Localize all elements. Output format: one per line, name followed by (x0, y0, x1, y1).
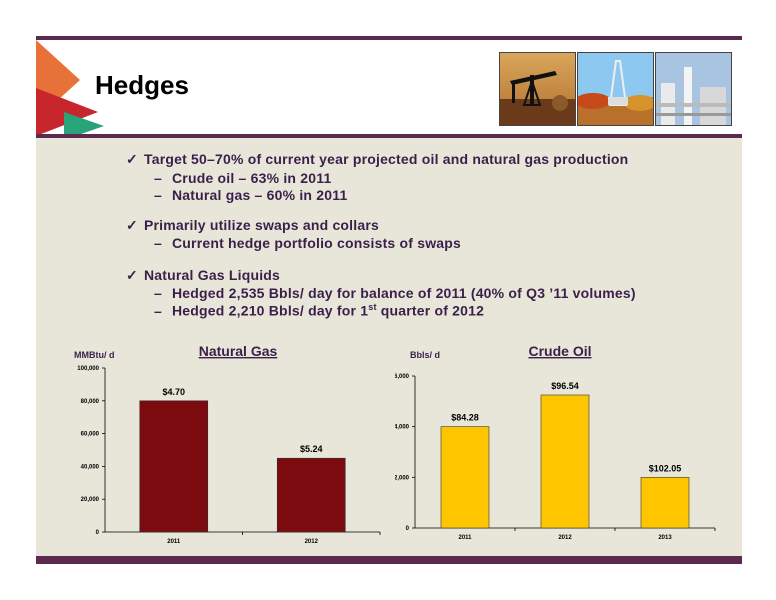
header-bottom-band (36, 134, 742, 138)
superscript: st (368, 302, 377, 312)
sub-bullet-text-end: quarter of 2012 (376, 302, 485, 319)
sub-bullet-portfolio: – Current hedge portfolio consists of swa… (154, 235, 461, 251)
sub-bullet-text: Hedged 2,535 Bbls/ day for balance of 20… (172, 285, 636, 301)
sub-bullet-text: Hedged 2,210 Bbls/ day for 1 (172, 302, 369, 319)
y-axis-unit-label: MMBtu/ d (74, 350, 115, 360)
chart-bar (540, 394, 590, 529)
dash-icon: – (154, 285, 162, 301)
sub-bullet-hedged-2012: – Hedged 2,210 Bbls/ day for 1st quarter … (154, 302, 484, 319)
page-title: Hedges (95, 70, 189, 100)
bullet-text: Target 50–70% of current year projected … (144, 151, 629, 167)
check-icon: ✓ (126, 151, 138, 167)
x-tick-label: 2013 (658, 535, 672, 541)
y-tick-label: 100,000 (77, 366, 99, 372)
sub-bullet-text: Natural gas – 60% in 2011 (172, 187, 348, 203)
check-icon: ✓ (126, 267, 138, 283)
y-tick-label: 0 (406, 526, 410, 532)
bullet-swaps: ✓ Primarily utilize swaps and collars (126, 217, 379, 234)
chart-title: Crude Oil (528, 343, 591, 359)
sub-bullet-crude: – Crude oil – 63% in 2011 (154, 170, 331, 186)
bar-data-label: $102.05 (649, 463, 682, 473)
chart-bar (640, 477, 690, 529)
crude-oil-chart: Crude Oil Bbls/ d 0 2,000 4,000 6,000 $84.28 20… (395, 343, 716, 541)
gas-plant-photo (655, 52, 732, 126)
x-tick-label: 2011 (167, 539, 181, 545)
chart-bar (440, 426, 490, 529)
header-top-band (36, 36, 742, 40)
chart-title: Natural Gas (199, 343, 278, 359)
footer-band (36, 556, 742, 564)
chart-bar (276, 457, 346, 533)
dash-icon: – (154, 302, 162, 319)
bar-data-label: $96.54 (551, 381, 579, 391)
bar-data-label: $4.70 (162, 387, 185, 397)
gas-well-photo (577, 52, 654, 126)
bullet-text: Primarily utilize swaps and collars (144, 217, 379, 233)
y-tick-label: 40,000 (81, 464, 100, 470)
y-tick-label: 80,000 (81, 399, 100, 405)
x-tick-label: 2012 (305, 539, 319, 545)
chart-bar (139, 400, 209, 533)
dash-icon: – (154, 187, 162, 203)
x-tick-label: 2012 (558, 535, 572, 541)
dash-icon: – (154, 235, 162, 251)
sub-bullet-hedged-2011: – Hedged 2,535 Bbls/ day for balance of 2… (154, 285, 636, 301)
y-tick-label: 2,000 (395, 475, 410, 481)
bullet-text: Natural Gas Liquids (144, 267, 281, 283)
sub-bullet-gas: – Natural gas – 60% in 2011 (154, 187, 347, 203)
check-icon: ✓ (126, 217, 138, 233)
y-axis-unit-label: Bbls/ d (410, 350, 440, 360)
bar-data-label: $84.28 (451, 413, 479, 423)
bar-data-label: $5.24 (300, 444, 323, 454)
y-tick-label: 6,000 (395, 374, 410, 380)
x-tick-label: 2011 (458, 535, 472, 541)
bullet-ngl: ✓ Natural Gas Liquids (126, 267, 280, 284)
y-tick-label: 20,000 (81, 497, 100, 503)
natural-gas-chart: Natural Gas MMBtu/ d 0 20,000 40,000 60,000 80… (74, 343, 381, 545)
y-tick-label: 4,000 (395, 425, 410, 431)
sub-bullet-text: Current hedge portfolio consists of swap… (172, 235, 462, 251)
y-tick-label: 60,000 (81, 432, 100, 438)
sub-bullet-text: Crude oil – 63% in 2011 (172, 170, 332, 186)
bullet-target: ✓ Target 50–70% of current year projected… (126, 151, 628, 168)
oil-pumpjack-photo (499, 52, 576, 126)
y-tick-label: 0 (96, 530, 100, 536)
dash-icon: – (154, 170, 162, 186)
